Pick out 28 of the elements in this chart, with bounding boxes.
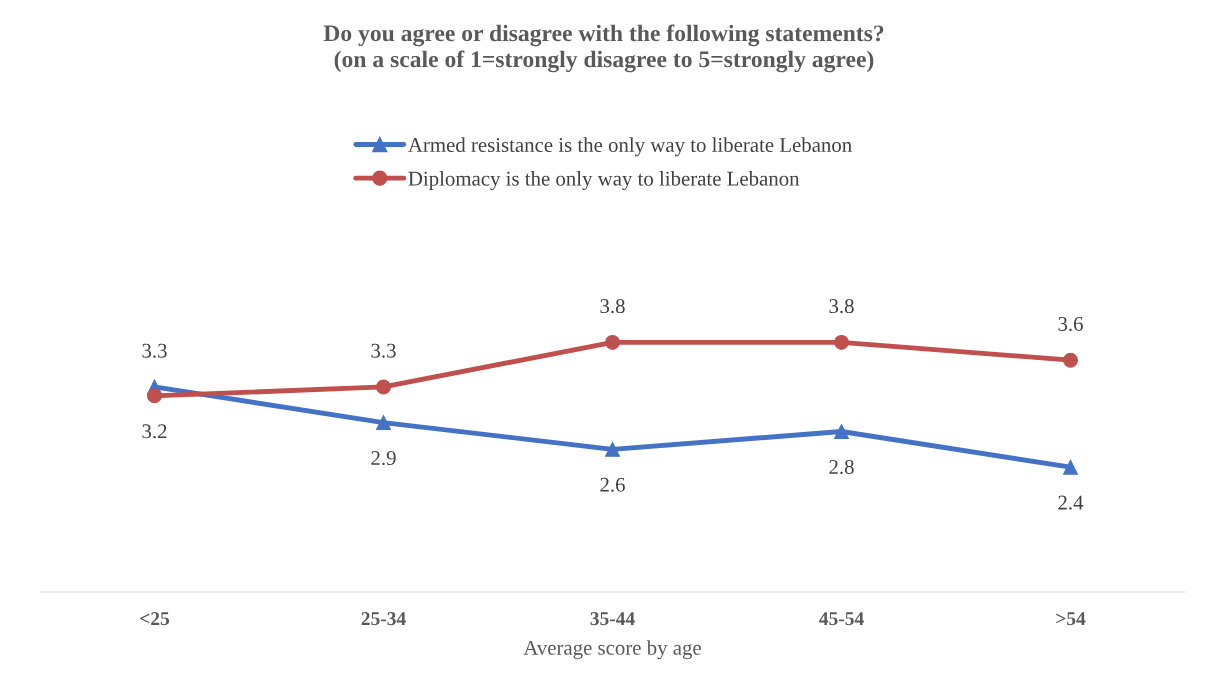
point — [834, 334, 849, 350]
data-label: 3.6 — [1058, 316, 1083, 332]
data-label: 3.2 — [142, 424, 167, 439]
data-label: 3.3 — [371, 343, 396, 358]
x-tick-label: >54 — [1056, 612, 1086, 626]
data-label: 2.6 — [600, 477, 625, 492]
data-label: 3.3 — [142, 343, 167, 358]
x-tick-label: 35-44 — [590, 612, 635, 626]
point — [376, 415, 391, 431]
x-axis-title: Average score by age — [523, 640, 701, 660]
point — [1063, 352, 1078, 368]
data-label: 2.8 — [829, 459, 854, 475]
point — [834, 424, 849, 439]
legend-label: Armed resistance is the only way to liberate Lebanon — [408, 137, 852, 157]
legend-label: Diplomacy is the only way to liberate Lebanon — [408, 171, 800, 190]
point — [1063, 459, 1078, 475]
chart-title: Do you agree or disagree with the following statements? (on a scale of 1=strongly disagree to 5=strongly agree) — [323, 24, 884, 73]
data-label: 3.8 — [600, 299, 625, 314]
data-label: 2.4 — [1058, 495, 1084, 510]
x-tick-label: 25-34 — [361, 612, 406, 626]
data-label: 2.9 — [371, 451, 396, 466]
point — [605, 334, 620, 350]
data-label: 3.8 — [829, 299, 854, 314]
x-tick-label: <25 — [140, 612, 170, 626]
x-tick-label: 45-54 — [819, 612, 864, 626]
point — [605, 441, 620, 457]
point — [147, 388, 162, 404]
point — [376, 379, 391, 395]
